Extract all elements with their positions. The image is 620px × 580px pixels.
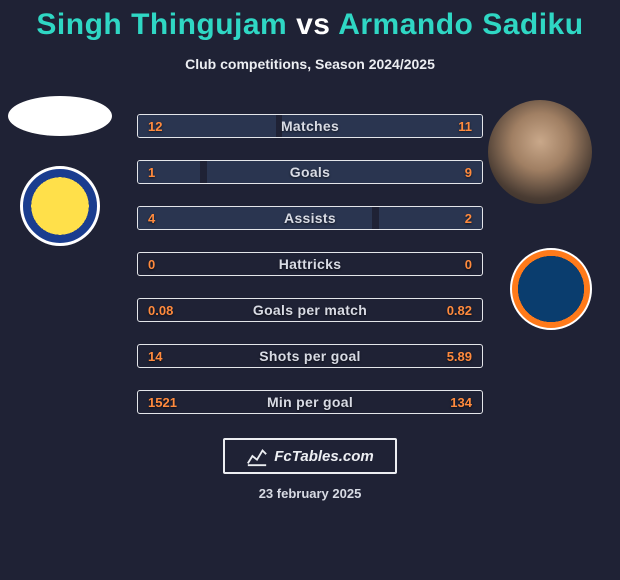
stat-value-right: 2 (465, 207, 472, 229)
title-player1: Singh Thingujam (36, 8, 287, 41)
stat-value-right: 5.89 (447, 345, 472, 367)
stat-row: 4Assists2 (137, 206, 483, 230)
stats-area: 12Matches11 1Goals9 4Assists2 0Hattricks0 0.… (0, 106, 620, 426)
club-logo-player1 (20, 166, 100, 246)
subtitle: Club competitions, Season 2024/2025 (0, 56, 620, 72)
avatar-player2 (488, 100, 592, 204)
date-text: 23 february 2025 (0, 486, 620, 501)
stat-value-right: 11 (458, 115, 472, 137)
chart-icon (246, 445, 268, 467)
stat-metric: Goals per match (138, 299, 482, 321)
stat-metric: Hattricks (138, 253, 482, 275)
avatar-player1 (8, 96, 112, 136)
stat-metric: Shots per goal (138, 345, 482, 367)
stat-metric: Goals (138, 161, 482, 183)
club-logo-player2 (510, 248, 592, 330)
stat-value-right: 0 (465, 253, 472, 275)
stat-metric: Min per goal (138, 391, 482, 413)
stat-row: 14Shots per goal5.89 (137, 344, 483, 368)
stat-value-right: 0.82 (447, 299, 472, 321)
stat-rows: 12Matches11 1Goals9 4Assists2 0Hattricks0 0.… (137, 114, 483, 436)
title-vs: vs (296, 8, 330, 41)
stat-row: 12Matches11 (137, 114, 483, 138)
stat-value-right: 134 (450, 391, 472, 413)
stat-value-right: 9 (465, 161, 472, 183)
brand-text: FcTables.com (274, 448, 373, 465)
stat-row: 0.08Goals per match0.82 (137, 298, 483, 322)
stat-row: 1521Min per goal134 (137, 390, 483, 414)
stat-metric: Assists (138, 207, 482, 229)
stat-metric: Matches (138, 115, 482, 137)
title-player2: Armando Sadiku (338, 8, 583, 41)
stat-row: 0Hattricks0 (137, 252, 483, 276)
brand-badge: FcTables.com (223, 438, 397, 474)
stat-row: 1Goals9 (137, 160, 483, 184)
page-title: Singh Thingujam vs Armando Sadiku (0, 0, 620, 42)
